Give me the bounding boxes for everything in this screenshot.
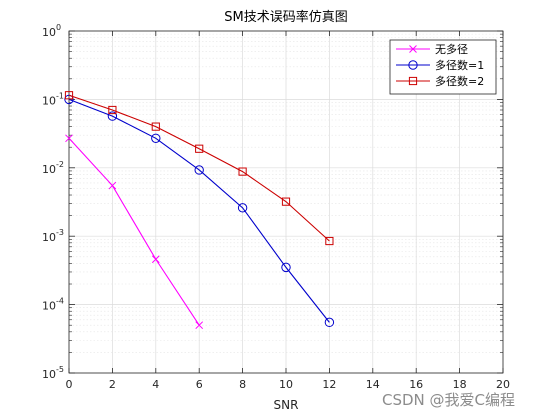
series-line bbox=[68, 137, 200, 326]
legend-label: 多径数=2 bbox=[435, 74, 484, 88]
x-marker-stroke bbox=[409, 45, 417, 53]
x-marker-stroke bbox=[65, 134, 73, 143]
x-tick-label: 10 bbox=[279, 378, 293, 391]
legend-entry: 无多径 bbox=[396, 42, 468, 56]
data-point bbox=[325, 236, 334, 246]
series-2 bbox=[64, 94, 335, 328]
data-point bbox=[281, 262, 291, 273]
y-tick-label: 10-2 bbox=[42, 160, 64, 176]
x-tick-label: 20 bbox=[496, 378, 510, 391]
y-tick-label: 10-1 bbox=[42, 91, 64, 107]
legend-marker bbox=[409, 45, 417, 53]
legend-marker bbox=[408, 76, 418, 86]
data-point bbox=[195, 144, 204, 153]
series-line bbox=[68, 98, 330, 323]
watermark-text: CSDN @我爱C编程 bbox=[382, 391, 515, 409]
data-point bbox=[108, 105, 117, 115]
data-point bbox=[238, 167, 247, 176]
data-point bbox=[324, 317, 335, 328]
data-point bbox=[65, 134, 73, 143]
y-tick-labels: 100 10-1 10-2 10-3 10-4 10-5 bbox=[42, 23, 64, 381]
y-tick-label: 10-3 bbox=[42, 228, 64, 244]
x-tick-label: 8 bbox=[239, 378, 246, 391]
series-1 bbox=[65, 134, 204, 330]
data-point bbox=[108, 181, 117, 190]
legend-label: 无多径 bbox=[435, 42, 468, 56]
x-tick-label: 2 bbox=[109, 378, 116, 391]
x-tick-label: 0 bbox=[66, 378, 73, 391]
legend-entry: 多径数=1 bbox=[396, 58, 484, 72]
x-marker-stroke bbox=[151, 255, 160, 264]
data-point bbox=[195, 321, 204, 330]
data-point bbox=[237, 203, 248, 213]
x-tick-label: 12 bbox=[322, 378, 336, 391]
x-tick-label: 6 bbox=[196, 378, 203, 391]
x-marker-stroke bbox=[195, 321, 204, 330]
y-tick-label: 10-5 bbox=[42, 365, 64, 381]
series-layer bbox=[64, 91, 335, 330]
x-marker-stroke bbox=[108, 181, 117, 190]
legend-entry: 多径数=2 bbox=[396, 74, 484, 88]
x-tick-labels: 0 2 4 6 8 10 12 14 16 18 20 bbox=[66, 378, 511, 391]
x-tick-label: 16 bbox=[409, 378, 423, 391]
chart-title: SM技术误码率仿真图 bbox=[224, 9, 347, 25]
series-3 bbox=[64, 91, 334, 246]
y-tick-label: 100 bbox=[42, 23, 61, 39]
data-point bbox=[194, 165, 204, 175]
data-point bbox=[107, 111, 118, 121]
axis-ticks bbox=[68, 30, 504, 374]
data-point bbox=[151, 122, 160, 131]
data-point bbox=[64, 91, 74, 100]
y-tick-label: 10-4 bbox=[42, 297, 64, 313]
data-point bbox=[281, 197, 291, 206]
x-axis-label: SNR bbox=[274, 398, 299, 412]
legend-marker bbox=[408, 60, 418, 70]
data-point bbox=[151, 255, 160, 264]
x-tick-label: 14 bbox=[366, 378, 380, 391]
data-point bbox=[151, 133, 161, 143]
data-point bbox=[64, 94, 74, 105]
series-line bbox=[68, 94, 330, 242]
legend-label: 多径数=1 bbox=[435, 58, 484, 72]
x-tick-label: 18 bbox=[453, 378, 467, 391]
x-tick-label: 4 bbox=[152, 378, 159, 391]
